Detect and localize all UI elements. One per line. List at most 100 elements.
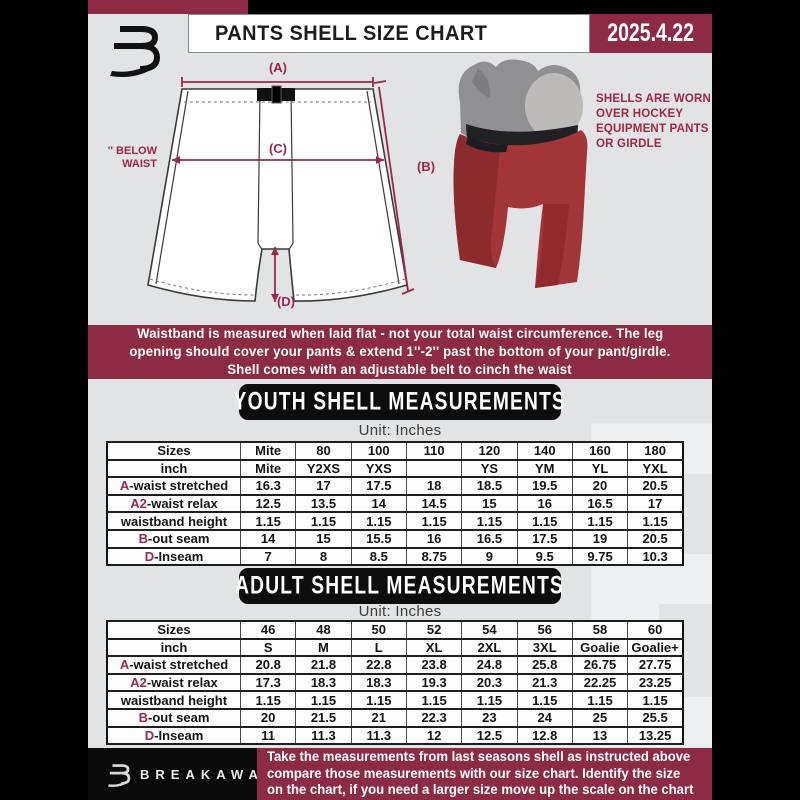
row-label: B-out seam: [106, 707, 241, 728]
youth-section-heading: YOUTH SHELL MEASUREMENTS: [234, 384, 565, 420]
table-cell: 23.25: [627, 672, 684, 693]
table-cell: 8.75: [405, 546, 463, 567]
table-cell: 13.25: [627, 725, 684, 746]
table-row: D-Inseam 11 11.3 11.3 12 12.5 12.8 13 13.25: [106, 725, 684, 746]
table-cell: 1.15: [627, 511, 684, 531]
table-row: inch Mite Y2XS YXS YS YM YL YXL: [106, 458, 684, 479]
table-cell: 21: [350, 707, 407, 728]
svg-text:(D): (D): [277, 294, 295, 309]
table-cell: 20: [239, 707, 297, 728]
table-cell: 11.3: [350, 725, 407, 746]
table-cell: 1.15: [627, 690, 684, 710]
content-area: B PANTS SHELL SIZE CHART 2025.4.22: [88, 0, 712, 800]
table-cell: 15: [461, 493, 518, 514]
row-label: D-Inseam: [106, 546, 241, 567]
table-cell: 9.5: [516, 546, 573, 567]
table-cell: [405, 458, 463, 479]
table-cell: 20.5: [627, 528, 684, 549]
table-cell: YXL: [627, 458, 684, 479]
row-label: B-out seam: [106, 528, 241, 549]
table-cell: 12.5: [239, 493, 297, 514]
table-cell: 20.3: [461, 672, 518, 693]
table-cell: 1.15: [295, 511, 352, 531]
table-cell: 15.5: [350, 528, 407, 549]
table-cell: 54: [461, 620, 518, 640]
table-cell: 11: [239, 725, 297, 746]
table-cell: 1.15: [350, 511, 407, 531]
table-row: Sizes Mite 80 100 110 120 140 160 180: [106, 441, 684, 461]
top-maroon-strip: [88, 0, 248, 14]
table-row: inch S M L XL 2XL 3XL Goalie Goalie+: [106, 637, 684, 658]
table-cell: 180: [627, 441, 684, 461]
table-cell: 52: [405, 620, 463, 640]
table-cell: Mite: [239, 458, 297, 479]
table-cell: YS: [461, 458, 518, 479]
table-row: A2-waist relax 12.5 13.5 14 14.5 15 16 16.5 17: [106, 493, 684, 514]
table-cell: 17.5: [516, 528, 573, 549]
table-cell: 19.3: [405, 672, 463, 693]
table-cell: 160: [571, 441, 629, 461]
table-cell: 1.15: [405, 511, 463, 531]
table-cell: 80: [295, 441, 352, 461]
table-cell: 8.5: [350, 546, 407, 567]
row-label: inch: [106, 637, 241, 658]
table-cell: 9.75: [571, 546, 629, 567]
table-cell: 12.5: [461, 725, 518, 746]
table-row: waistband height 1.15 1.15 1.15 1.15 1.15 1.15…: [106, 511, 684, 531]
table-cell: 17: [295, 476, 352, 496]
adult-section-heading: ADULT SHELL MEASUREMENTS: [236, 568, 563, 604]
below-waist-label-line1: 7'' BELOW: [108, 145, 158, 157]
table-cell: 19: [571, 528, 629, 549]
table-cell: 14: [239, 528, 297, 549]
footer-brand-area: BREAKAWAY: [88, 748, 271, 800]
table-cell: 21.3: [516, 672, 573, 693]
table-cell: 1.15: [461, 511, 518, 531]
header-title-plate: PANTS SHELL SIZE CHART: [188, 14, 590, 53]
table-cell: 12: [405, 725, 463, 746]
table-cell: 18.3: [350, 672, 407, 693]
table-cell: 1.15: [516, 690, 573, 710]
table-cell: 120: [461, 441, 518, 461]
table-cell: 3XL: [516, 637, 573, 658]
table-cell: 18.3: [295, 672, 352, 693]
table-cell: 14: [350, 493, 407, 514]
table-cell: 11.3: [295, 725, 352, 746]
table-cell: 18: [405, 476, 463, 496]
table-row: B-out seam 20 21.5 21 22.3 23 24 25 25.5: [106, 707, 684, 728]
table-cell: 15: [295, 528, 352, 549]
table-cell: 16: [516, 493, 573, 514]
table-cell: 9: [461, 546, 518, 567]
row-label: D-Inseam: [106, 725, 241, 746]
table-cell: 19.5: [516, 476, 573, 496]
table-cell: 16.5: [461, 528, 518, 549]
table-cell: 24: [516, 707, 573, 728]
row-label: waistband height: [106, 690, 241, 710]
table-cell: 21.5: [295, 707, 352, 728]
table-cell: 20: [571, 476, 629, 496]
table-cell: 1.15: [571, 690, 629, 710]
table-cell: Goalie+: [627, 637, 684, 658]
table-cell: 20.5: [627, 476, 684, 496]
table-cell: 18.5: [461, 476, 518, 496]
row-label: A-waist stretched: [106, 655, 241, 675]
table-cell: XL: [405, 637, 463, 658]
table-cell: 1.15: [295, 690, 352, 710]
table-cell: 16.5: [571, 493, 629, 514]
table-cell: 17: [627, 493, 684, 514]
table-cell: 17.3: [239, 672, 297, 693]
table-cell: 21.8: [295, 655, 352, 675]
table-cell: 16.3: [239, 476, 297, 496]
measurement-instructions-banner: Waistband is measured when laid flat - n…: [88, 325, 712, 379]
table-cell: 13.5: [295, 493, 352, 514]
table-cell: 23: [461, 707, 518, 728]
table-cell: 22.3: [405, 707, 463, 728]
table-cell: 13: [571, 725, 629, 746]
pants-measurement-diagram: (A) (C) (B) (D) 7'' BELOW WAIST: [108, 60, 435, 309]
row-label: Sizes: [106, 620, 241, 640]
brand-name: BREAKAWAY: [140, 766, 278, 782]
shell-note: SHELLS ARE WORN OVER HOCKEY EQUIPMENT PA…: [596, 93, 712, 150]
table-cell: 1.15: [461, 690, 518, 710]
table-row: A-waist stretched 20.8 21.8 22.8 23.8 24.8 25.…: [106, 655, 684, 675]
table-cell: 1.15: [239, 690, 297, 710]
table-row: waistband height 1.15 1.15 1.15 1.15 1.15 1.15…: [106, 690, 684, 710]
